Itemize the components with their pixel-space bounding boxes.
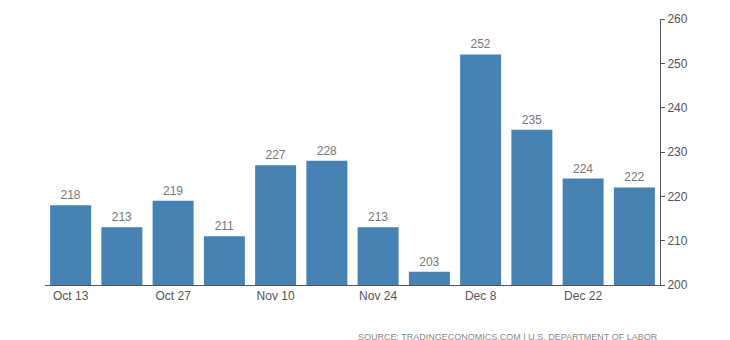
svg-text:218: 218 — [60, 188, 80, 202]
svg-text:220: 220 — [667, 190, 687, 204]
svg-text:213: 213 — [112, 210, 132, 224]
svg-text:200: 200 — [667, 278, 687, 292]
svg-text:Oct 27: Oct 27 — [155, 289, 191, 303]
svg-text:260: 260 — [667, 12, 687, 26]
svg-text:228: 228 — [317, 144, 337, 158]
svg-text:250: 250 — [667, 57, 687, 71]
svg-text:210: 210 — [667, 234, 687, 248]
svg-text:230: 230 — [667, 145, 687, 159]
svg-text:252: 252 — [470, 37, 490, 51]
svg-text:203: 203 — [419, 255, 439, 269]
svg-text:227: 227 — [265, 148, 285, 162]
svg-text:SOURCE: TRADINGECONOMICS.COM |: SOURCE: TRADINGECONOMICS.COM | U.S. DEPA… — [358, 332, 658, 340]
svg-text:Oct 13: Oct 13 — [53, 289, 89, 303]
svg-text:Nov 10: Nov 10 — [257, 289, 295, 303]
svg-text:219: 219 — [163, 184, 183, 198]
svg-text:Dec 8: Dec 8 — [465, 289, 497, 303]
svg-text:240: 240 — [667, 101, 687, 115]
svg-text:211: 211 — [215, 219, 234, 233]
svg-text:235: 235 — [522, 113, 542, 127]
svg-text:222: 222 — [624, 170, 644, 184]
svg-text:224: 224 — [573, 162, 593, 176]
svg-text:Dec 22: Dec 22 — [564, 289, 602, 303]
svg-text:213: 213 — [368, 210, 388, 224]
svg-text:Nov 24: Nov 24 — [359, 289, 397, 303]
